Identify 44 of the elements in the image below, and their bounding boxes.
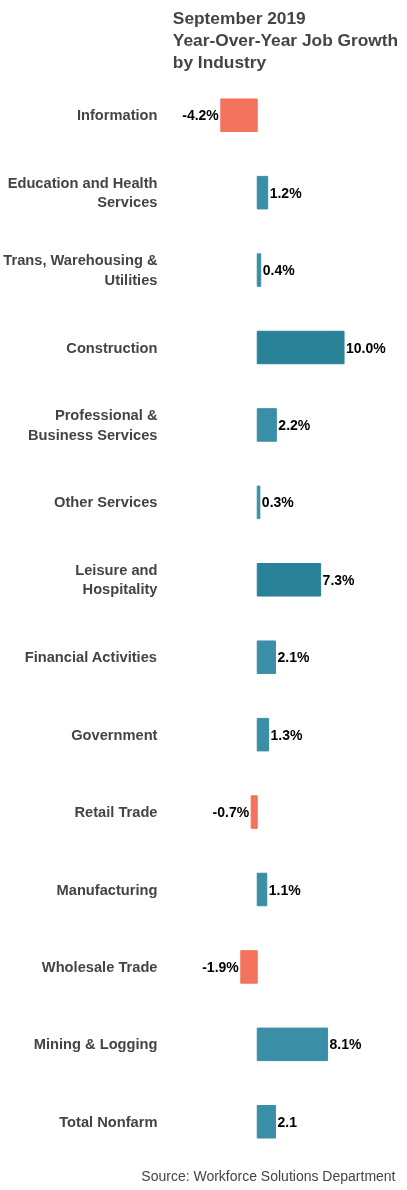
- data-label: 8.1%: [329, 1036, 363, 1053]
- bar: [256, 1105, 276, 1139]
- data-label: -0.7%: [212, 804, 250, 821]
- bar: [256, 330, 345, 365]
- bar: [256, 563, 322, 597]
- data-label: -1.9%: [202, 958, 240, 975]
- bar: [240, 950, 258, 984]
- y-tick-label: Trans, Warehousing & Utilities: [3, 252, 158, 288]
- source-note: Source: Workforce Solutions Department: [141, 1167, 396, 1184]
- data-label: 1.2%: [269, 184, 303, 201]
- bar: [256, 253, 262, 287]
- y-tick-label: Total Nonfarm: [59, 1113, 158, 1130]
- data-label: 1.3%: [270, 726, 303, 743]
- y-tick-label: Construction: [66, 339, 158, 356]
- data-label: -4.2%: [182, 107, 220, 124]
- data-label: 1.1%: [268, 881, 302, 898]
- y-tick-label: Other Services: [54, 494, 158, 511]
- bar: [256, 717, 270, 752]
- y-tick-label: Information: [76, 107, 158, 124]
- y-tick-label: Leisure and Hospitality: [75, 562, 159, 598]
- bar: [250, 795, 258, 829]
- bar: [256, 872, 268, 907]
- data-label: 7.3%: [322, 571, 356, 588]
- bar: [256, 1027, 329, 1062]
- data-label: 2.1%: [277, 649, 310, 666]
- y-tick-label: Professional & Business Services: [27, 407, 158, 443]
- bar: [256, 175, 269, 210]
- bar: [256, 485, 261, 520]
- data-label: 10.0%: [346, 339, 387, 356]
- y-tick-label: Mining & Logging: [33, 1036, 158, 1053]
- data-label: 2.1: [277, 1113, 298, 1130]
- y-tick-label: Wholesale Trade: [41, 958, 158, 975]
- y-tick-label: Financial Activities: [24, 649, 157, 666]
- data-label: 2.2%: [278, 416, 311, 433]
- bar: [256, 640, 276, 674]
- chart-title: September 2019 Year-Over-Year Job Growth by Industry: [172, 7, 399, 72]
- y-tick-label: Manufacturing: [56, 881, 158, 898]
- data-label: 0.4%: [262, 262, 296, 279]
- bar: [256, 408, 277, 442]
- y-tick-label: Education and Health Services: [7, 175, 158, 211]
- y-tick-label: Retail Trade: [74, 804, 158, 821]
- data-label: 0.3%: [261, 494, 295, 511]
- y-tick-label: Government: [71, 726, 158, 743]
- bar: [220, 98, 258, 132]
